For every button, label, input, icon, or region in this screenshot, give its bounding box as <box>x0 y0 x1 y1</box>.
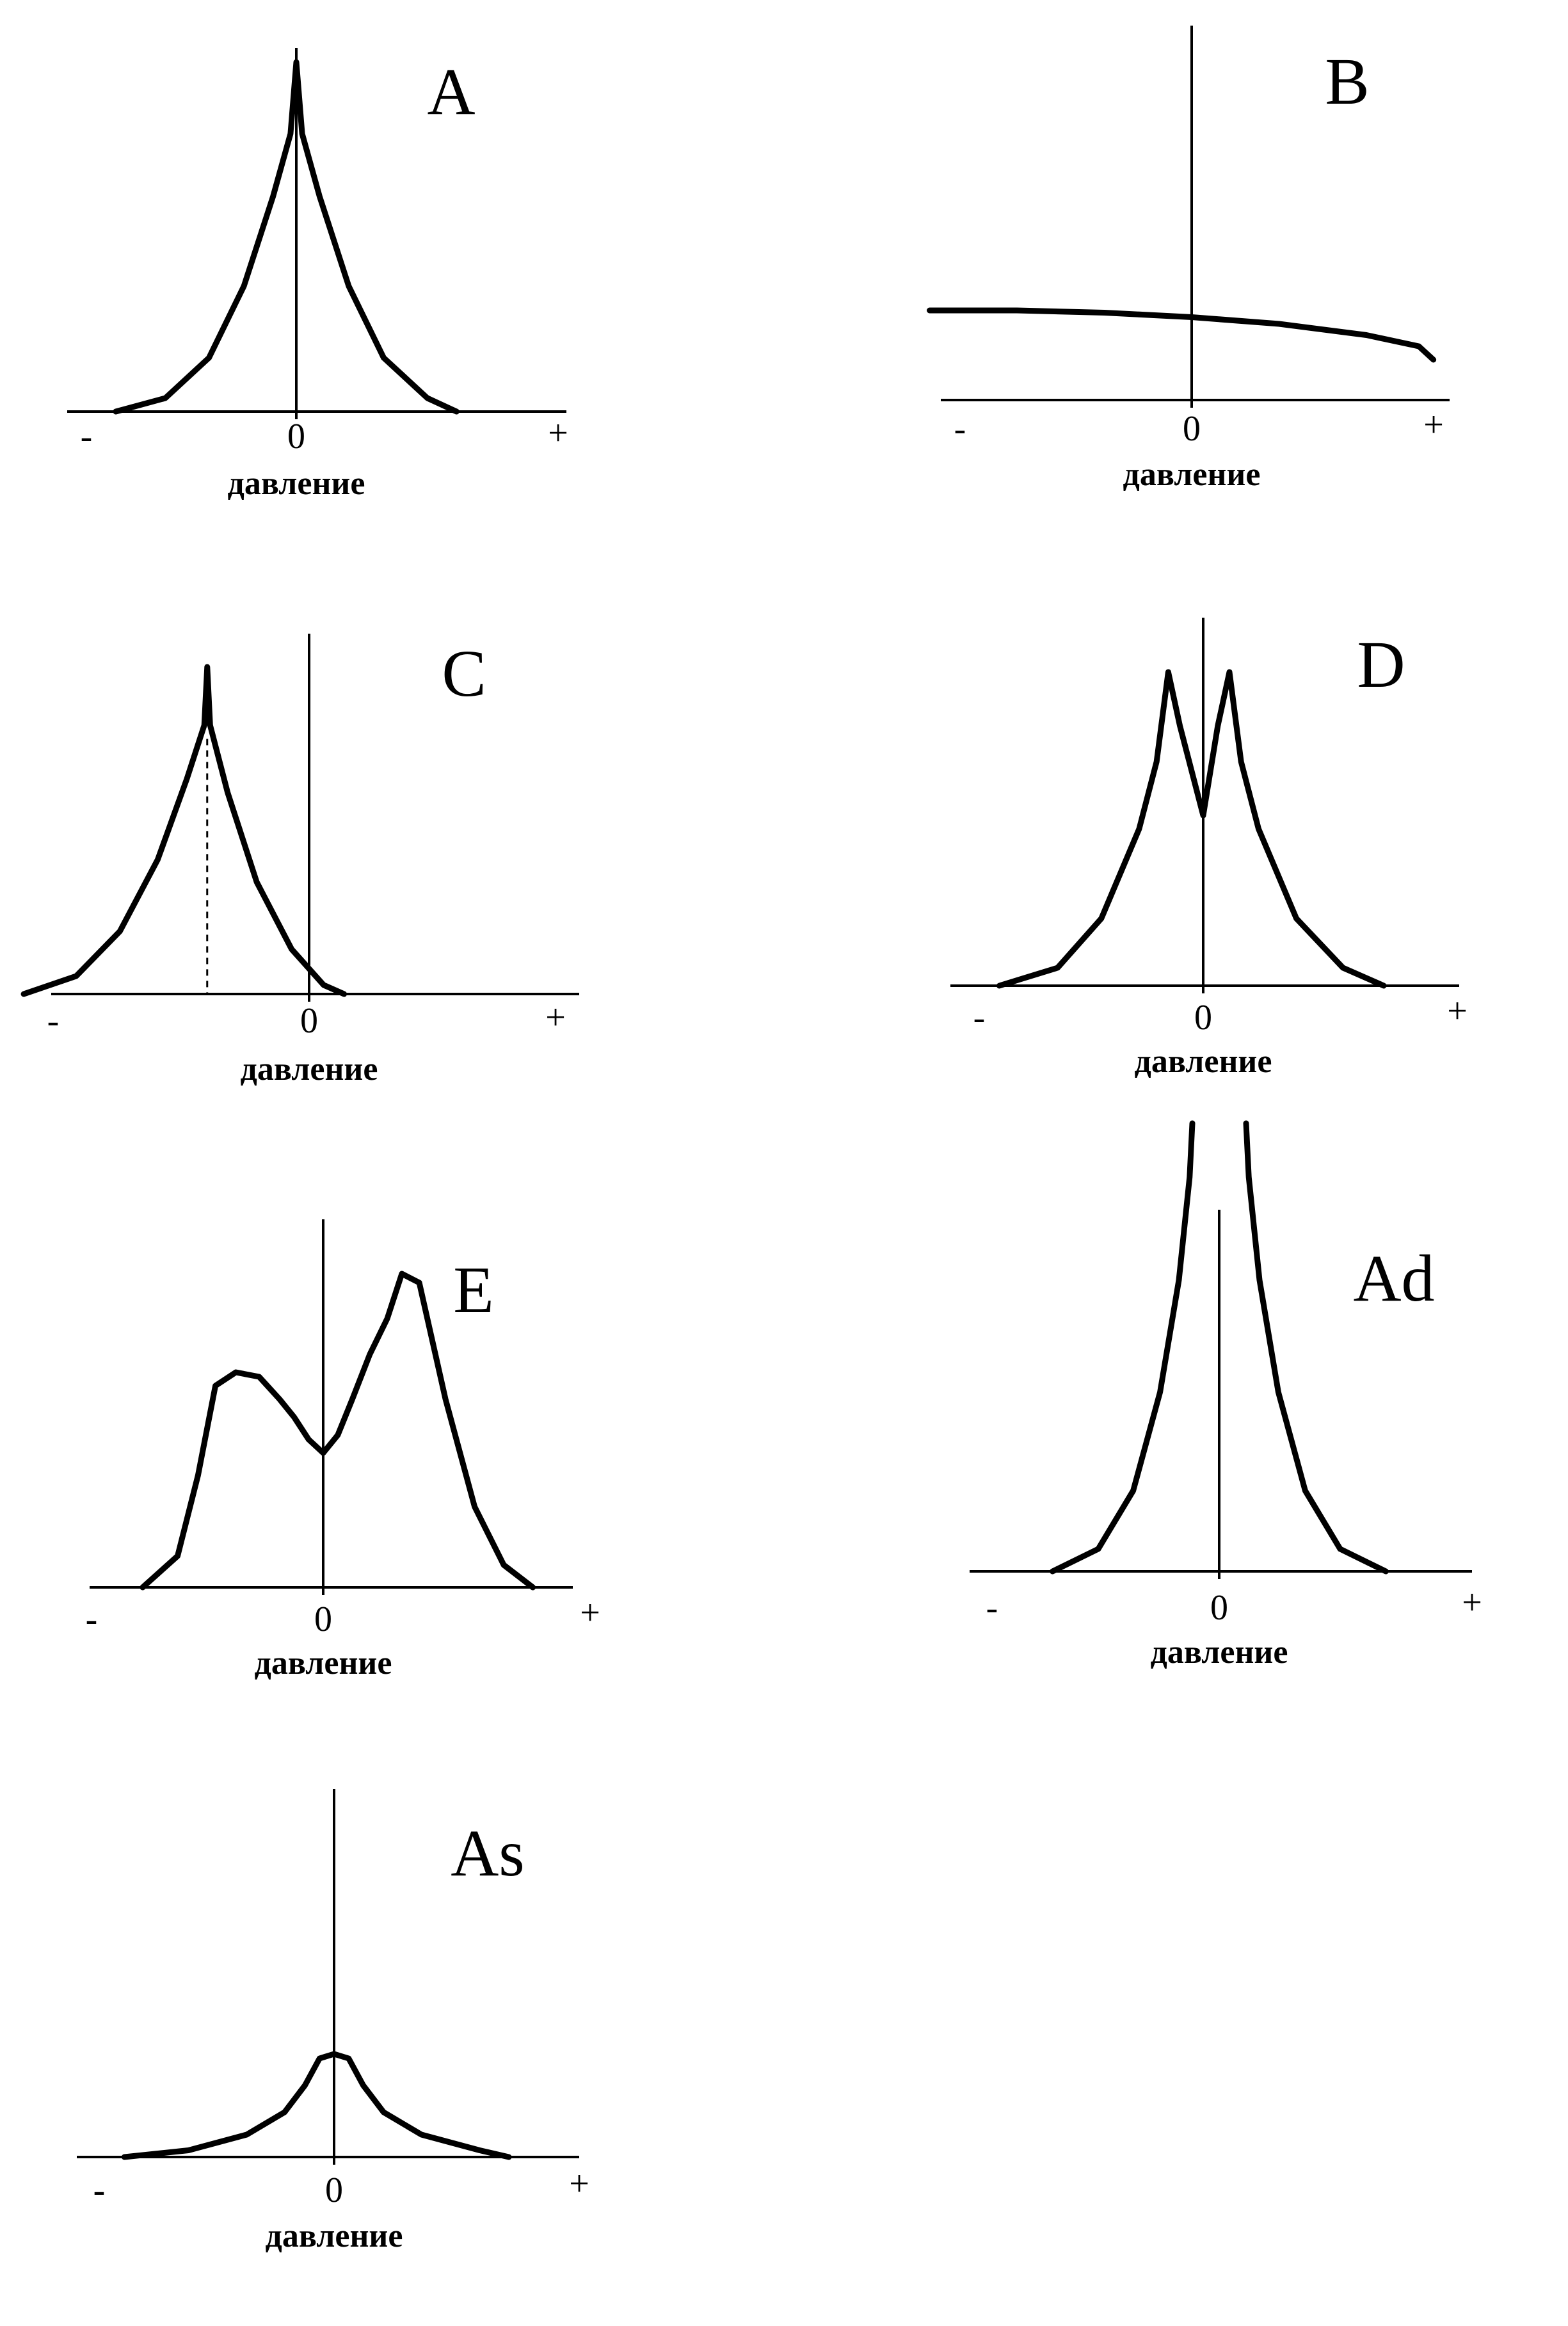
panel-b-label: B <box>1325 45 1369 118</box>
panel-d-tick-plus: + <box>1447 991 1468 1031</box>
panel-ad-label: Ad <box>1353 1242 1434 1315</box>
panel-c-xlabel: давление <box>241 1051 378 1087</box>
panel-d-tick-minus: - <box>973 998 986 1038</box>
panel-ad-curve-2 <box>1243 1120 1389 1575</box>
panel-as-xlabel: давление <box>266 2218 403 2254</box>
panel-b-tick-zero: 0 <box>1183 409 1201 449</box>
panel-ad-xlabel: давление <box>1151 1634 1288 1671</box>
panel-b-curve <box>927 307 1437 363</box>
panel-as-tick-minus: - <box>93 2170 106 2210</box>
panel-a-curve <box>113 59 460 415</box>
panel-ad-tick-plus: + <box>1462 1583 1482 1623</box>
panel-c-tick-minus: - <box>47 1001 60 1041</box>
panel-a-tick-zero: 0 <box>287 417 305 456</box>
panel-d-xlabel: давление <box>1135 1043 1272 1080</box>
panel-b-xlabel: давление <box>1123 456 1261 493</box>
panel-a-tick-minus: - <box>81 417 93 456</box>
panel-d-tick-zero: 0 <box>1194 998 1212 1038</box>
panel-b-tick-minus: - <box>954 409 966 449</box>
panel-c-label: C <box>442 637 486 710</box>
panel-as-label: As <box>451 1817 525 1890</box>
panel-a-label: A <box>427 55 475 129</box>
panel-e-tick-zero: 0 <box>314 1600 332 1639</box>
panel-e-xlabel: давление <box>255 1645 392 1681</box>
panel-e-label: E <box>453 1253 494 1327</box>
panel-ad-tick-zero: 0 <box>1210 1588 1228 1628</box>
panel-a-xlabel: давление <box>228 465 365 502</box>
panel-c-curve <box>20 664 348 997</box>
panel-ad-tick-minus: - <box>986 1588 998 1628</box>
panel-d-curve <box>996 669 1387 989</box>
panel-e-tick-minus: - <box>86 1600 98 1639</box>
panel-as-tick-zero: 0 <box>325 2170 343 2210</box>
panel-as-curve <box>121 2051 512 2160</box>
panel-e-tick-plus: + <box>580 1593 600 1633</box>
panel-as-tick-plus: + <box>569 2164 589 2204</box>
panel-c-tick-zero: 0 <box>300 1001 318 1041</box>
panel-d-label: D <box>1357 628 1405 702</box>
panel-c-tick-plus: + <box>545 998 566 1038</box>
panel-b-tick-plus: + <box>1423 405 1444 445</box>
panel-a-tick-plus: + <box>548 413 568 453</box>
panel-ad-curve-1 <box>1050 1120 1196 1575</box>
panel-e-curve <box>140 1271 536 1591</box>
